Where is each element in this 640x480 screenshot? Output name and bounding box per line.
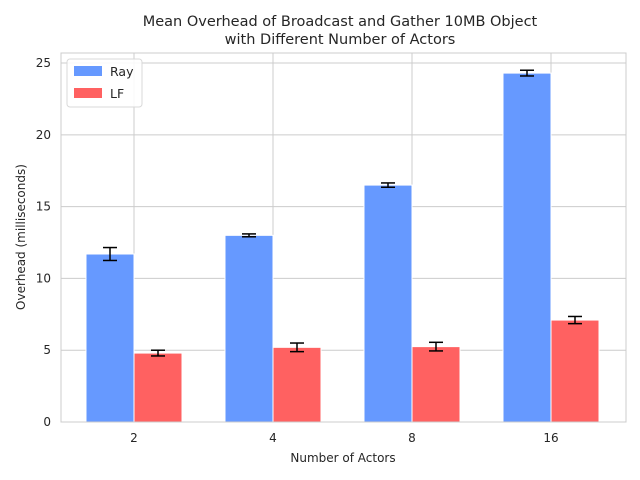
bar-lf bbox=[133, 352, 183, 423]
x-tick-label: 2 bbox=[130, 431, 138, 445]
error-bar-lf bbox=[151, 349, 165, 357]
x-tick-label: 4 bbox=[269, 431, 277, 445]
x-axis-label: Number of Actors bbox=[290, 451, 395, 465]
bar-ray bbox=[502, 72, 552, 423]
bar-ray bbox=[85, 253, 135, 423]
y-tick-label: 0 bbox=[43, 415, 51, 429]
y-tick-label: 15 bbox=[36, 200, 51, 214]
error-bar-lf bbox=[568, 315, 582, 325]
bars bbox=[85, 72, 600, 423]
bar-lf bbox=[411, 346, 461, 423]
y-tick-label: 25 bbox=[36, 56, 51, 70]
error-bars bbox=[103, 69, 582, 357]
legend: Ray LF bbox=[66, 58, 143, 108]
error-bar-ray bbox=[242, 233, 256, 238]
plot-frame bbox=[60, 52, 627, 423]
y-tick-label: 20 bbox=[36, 128, 51, 142]
error-bar-lf bbox=[429, 341, 443, 352]
tick-labels: 0 5 10 15 20 25 2 4 8 16 bbox=[36, 56, 559, 445]
legend-swatch-lf bbox=[74, 88, 102, 98]
y-tick-label: 10 bbox=[36, 271, 51, 285]
x-tick-label: 8 bbox=[408, 431, 416, 445]
bar-lf bbox=[550, 319, 600, 423]
bar-lf bbox=[272, 346, 322, 423]
legend-label-ray: Ray bbox=[110, 64, 134, 79]
error-bar-ray bbox=[103, 246, 117, 262]
legend-label-lf: LF bbox=[110, 86, 124, 101]
chart-title-line-2: with Different Number of Actors bbox=[225, 32, 456, 48]
y-tick-label: 5 bbox=[43, 343, 51, 357]
chart-title-line-1: Mean Overhead of Broadcast and Gather 10… bbox=[143, 14, 538, 30]
x-tick-label: 16 bbox=[543, 431, 558, 445]
bar-ray bbox=[363, 184, 413, 423]
error-bar-ray bbox=[381, 182, 395, 188]
y-axis-label: Overhead (milliseconds) bbox=[14, 164, 28, 310]
bar-ray bbox=[224, 234, 274, 423]
error-bar-lf bbox=[290, 342, 304, 353]
legend-swatch-ray bbox=[74, 66, 102, 76]
error-bar-ray bbox=[520, 69, 534, 77]
